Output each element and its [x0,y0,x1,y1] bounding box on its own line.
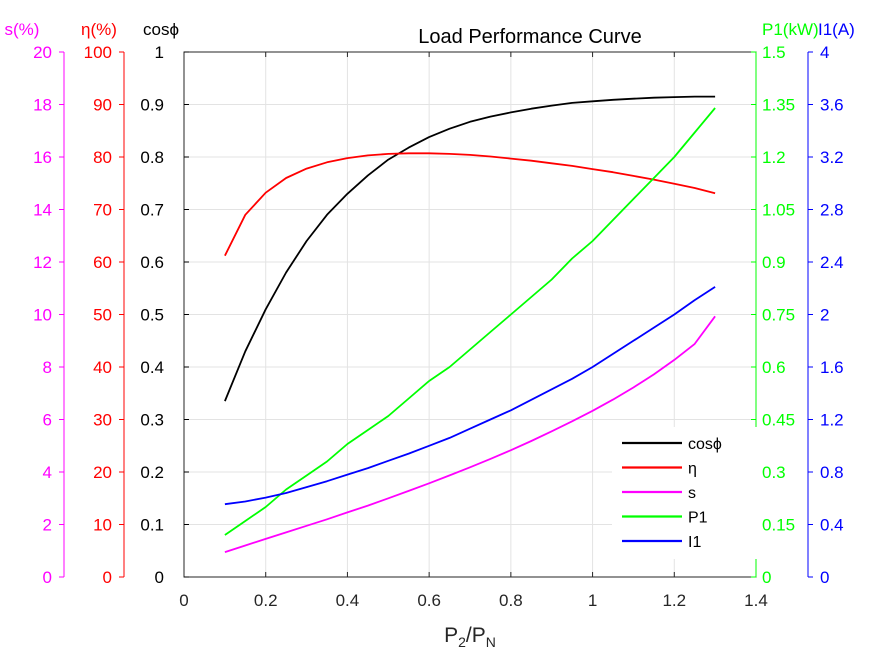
y-tick-label-p1: 0.75 [762,306,795,325]
legend-label-eta: η [688,461,697,478]
series-line-s [224,315,716,553]
y-tick-label-eta: 20 [93,463,112,482]
y-tick-label-i1: 0 [820,568,829,587]
x-tick-label: 0.8 [499,591,523,610]
y-tick-label-i1: 3.2 [820,148,844,167]
y-tick-label-s: 12 [33,253,52,272]
x-tick-label: 1.4 [744,591,768,610]
series-line-eta [224,152,716,257]
y-tick-label-p1: 0.9 [762,253,786,272]
y-axis-cos: 0 0.1 0.2 0.3 0.4 0.5 0.6 0.7 0.8 0.9 1 cosϕ [140,20,189,587]
y-tick-label-p1: 1.2 [762,148,786,167]
y-axis-s: 0 2 4 6 8 10 12 14 16 18 20 s(%) [5,20,65,587]
y-axis-title-eta: η(%) [81,20,117,39]
y-tick-label-s: 4 [43,463,52,482]
y-tick-label-p1: 0.3 [762,463,786,482]
y-tick-label-eta: 30 [93,411,112,430]
y-tick-label-s: 0 [43,568,52,587]
y-axis-i1: 0 0.4 0.8 1.2 1.6 2 2.4 2.8 3.2 3.6 4 I1(A) [807,20,855,587]
y-tick-label-cos: 0.4 [140,358,164,377]
series-line-cos [224,95,716,402]
y-tick-label-eta: 0 [103,568,112,587]
y-tick-label-i1: 0.4 [820,516,844,535]
y-axis-title-s: s(%) [5,20,40,39]
legend-label-i1: I1 [688,534,701,551]
x-axis-label: P2/PN [444,624,496,650]
y-tick-label-eta: 90 [93,96,112,115]
y-tick-label-eta: 40 [93,358,112,377]
x-tick-label: 0.6 [417,591,441,610]
y-tick-label-cos: 0.5 [140,306,164,325]
y-axis-title-i1: I1(A) [818,20,855,39]
y-tick-label-i1: 2.4 [820,253,844,272]
legend-label-cos: cosϕ [688,436,722,453]
y-tick-label-eta: 70 [93,201,112,220]
legend: cosϕ ηs P1 I1 [612,427,758,559]
x-tick-label: 0.2 [254,591,278,610]
y-tick-label-eta: 100 [84,43,112,62]
y-axis-title-p1: P1(kW) [762,20,819,39]
y-tick-label-p1: 1.35 [762,96,795,115]
chart-title: Load Performance Curve [418,26,641,48]
y-tick-label-p1: 1.5 [762,43,786,62]
y-tick-label-cos: 0.2 [140,463,164,482]
y-tick-label-s: 2 [43,516,52,535]
y-tick-label-p1: 0.45 [762,411,795,430]
y-tick-label-cos: 0 [155,568,164,587]
y-tick-label-i1: 0.8 [820,463,844,482]
legend-label-p1: P1 [688,510,708,527]
x-tick-label: 1.2 [662,591,686,610]
y-tick-label-i1: 4 [820,43,829,62]
y-tick-label-s: 20 [33,43,52,62]
y-tick-label-s: 10 [33,306,52,325]
y-tick-label-cos: 0.8 [140,148,164,167]
y-tick-label-i1: 3.6 [820,96,844,115]
y-tick-label-i1: 1.2 [820,411,844,430]
y-tick-label-p1: 0.15 [762,516,795,535]
y-tick-label-s: 16 [33,148,52,167]
y-tick-label-eta: 80 [93,148,112,167]
x-tick-label: 0 [179,591,188,610]
y-tick-label-i1: 2 [820,306,829,325]
y-tick-label-p1: 0.6 [762,358,786,377]
y-tick-label-s: 14 [33,201,52,220]
y-tick-label-cos: 0.1 [140,516,164,535]
y-tick-label-eta: 50 [93,306,112,325]
series-layer [224,95,716,553]
series-line-p1 [224,107,716,536]
y-tick-label-cos: 0.6 [140,253,164,272]
y-tick-label-s: 6 [43,411,52,430]
y-tick-label-eta: 60 [93,253,112,272]
y-tick-label-s: 18 [33,96,52,115]
y-tick-label-cos: 0.9 [140,96,164,115]
y-tick-label-i1: 2.8 [820,201,844,220]
y-axis-title-cos: cosϕ [143,20,179,39]
y-axis-eta: 0 10 20 30 40 50 60 70 80 90 100 η(%) [81,20,125,587]
y-tick-label-p1: 1.05 [762,201,795,220]
x-tick-label: 1 [588,591,597,610]
y-tick-label-cos: 0.3 [140,411,164,430]
y-tick-label-i1: 1.6 [820,358,844,377]
y-tick-label-cos: 0.7 [140,201,164,220]
y-tick-label-s: 8 [43,358,52,377]
x-tick-label: 0.4 [336,591,360,610]
legend-label-s: s [688,485,696,502]
y-tick-label-p1: 0 [762,568,771,587]
y-tick-label-eta: 10 [93,516,112,535]
y-tick-label-cos: 1 [155,43,164,62]
series-line-i1 [224,286,716,506]
